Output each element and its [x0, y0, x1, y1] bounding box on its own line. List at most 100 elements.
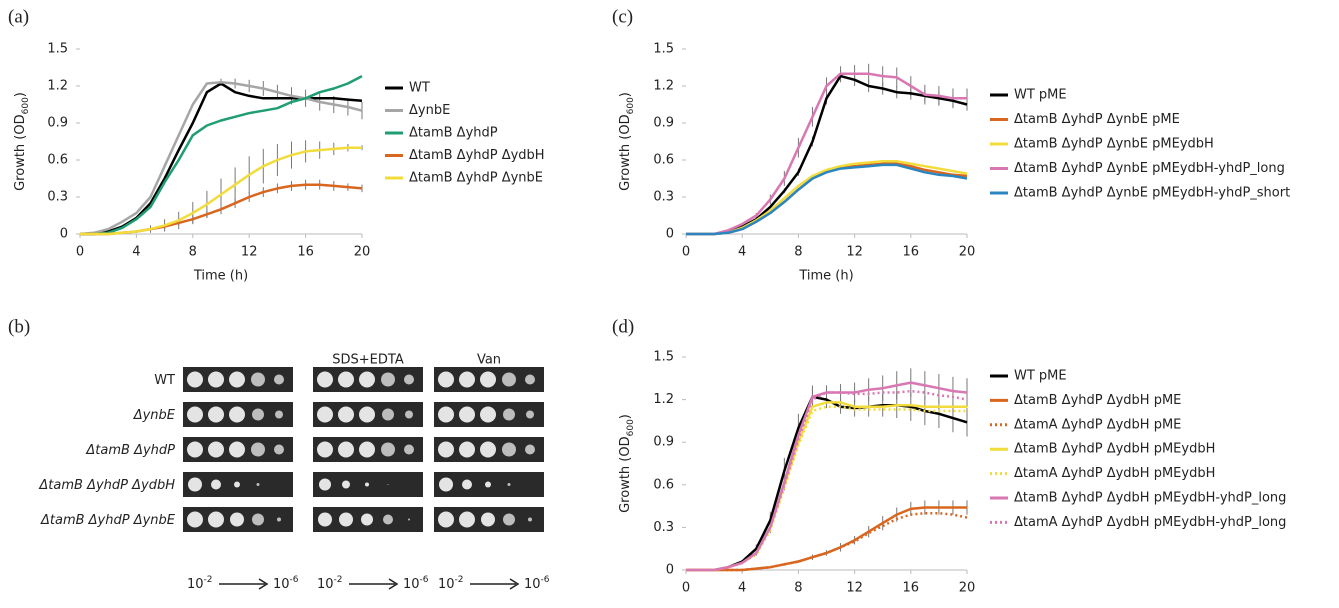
series-line	[686, 506, 967, 572]
colony-spot	[338, 441, 354, 458]
y-tick-label: 0.3	[47, 190, 68, 205]
colony-spot	[251, 372, 265, 387]
colony-spot	[382, 408, 394, 421]
dilution-label: 10-6	[273, 575, 299, 592]
colony-spot	[319, 478, 331, 491]
dilution-exponent: -6	[420, 575, 429, 585]
x-tick-label: 12	[846, 245, 863, 260]
colony-spot	[275, 410, 283, 419]
x-tick-label: 20	[959, 245, 976, 260]
series-line	[686, 511, 968, 572]
y-tick-label: 0.9	[653, 435, 674, 450]
dilution-arrowhead	[258, 578, 269, 590]
colony-spot	[480, 441, 496, 458]
legend-label: ΔtamB ΔyhdP ΔynbE pME	[1014, 112, 1180, 127]
colony-spot	[317, 441, 333, 458]
dilution-base: 10	[403, 577, 420, 592]
y-tick-label: 1.2	[653, 79, 674, 94]
legend-label: ΔtamA ΔyhdP ΔydbH pME	[1014, 417, 1181, 432]
x-tick-label: 8	[189, 245, 197, 260]
x-tick-label: 16	[297, 245, 314, 260]
colony-spot	[187, 371, 203, 388]
colony-spot	[404, 374, 414, 385]
legend-label: WT pME	[1014, 369, 1067, 384]
x-tick-label: 0	[682, 581, 690, 596]
legend-label: ΔtamB ΔyhdP ΔynbE	[409, 171, 543, 186]
y-axis-label-part: )	[618, 414, 633, 419]
series-line	[686, 401, 967, 572]
series-line	[686, 381, 968, 572]
dilution-base: 10	[273, 577, 290, 592]
strain-label: ΔtamB ΔyhdP	[85, 443, 175, 458]
colony-spot	[525, 444, 535, 455]
colony-spot	[408, 518, 410, 521]
y-tick-label: 0.6	[47, 153, 68, 168]
y-axis-label-part: )	[618, 92, 633, 97]
colony-spot	[481, 512, 495, 527]
legend-label: ΔtamB ΔyhdP	[409, 126, 498, 141]
y-tick-label: 1.5	[47, 42, 68, 57]
dilution-base: 10	[438, 577, 455, 592]
colony-spot	[387, 484, 389, 485]
y-tick-label: 0.3	[653, 520, 674, 535]
x-tick-label: 20	[354, 245, 371, 260]
colony-spot	[507, 483, 511, 486]
colony-spot	[459, 441, 475, 458]
legend-label: ΔtamB ΔyhdP ΔydbH pME	[1014, 393, 1181, 408]
colony-spot	[339, 512, 353, 527]
colony-spot	[208, 511, 224, 528]
legend-label: ΔtamA ΔyhdP ΔydbH pMEydbH	[1014, 466, 1215, 481]
colony-spot	[318, 512, 332, 527]
colony-spot	[274, 374, 284, 385]
x-tick-label: 8	[794, 245, 802, 260]
colony-spot	[229, 441, 245, 458]
y-axis-label-part: Growth (OD	[618, 436, 633, 513]
y-tick-label: 1.2	[47, 79, 68, 94]
y-tick-label: 0.6	[653, 477, 674, 492]
colony-spot	[211, 479, 221, 490]
x-tick-label: 16	[903, 581, 920, 596]
colony-spot	[502, 442, 516, 457]
colony-spot	[480, 371, 496, 388]
legend-label: ΔtamB ΔyhdP ΔydbH pMEydbH-yhdP_long	[1014, 491, 1286, 506]
colony-spot	[459, 511, 475, 528]
colony-spot	[526, 410, 534, 419]
dilution-exponent: -2	[334, 575, 343, 585]
colony-spot	[252, 513, 264, 526]
x-tick-label: 4	[132, 245, 140, 260]
colony-spot	[274, 444, 284, 455]
x-tick-label: 8	[794, 581, 802, 596]
colony-spot	[405, 410, 413, 419]
legend-label: ΔtamB ΔyhdP ΔydbH	[409, 148, 545, 163]
dilution-exponent: -6	[541, 575, 550, 585]
colony-spot	[187, 406, 203, 423]
colony-spot	[459, 406, 475, 423]
dilution-exponent: -2	[455, 575, 464, 585]
dilution-base: 10	[317, 577, 334, 592]
colony-spot	[525, 374, 535, 385]
legend-label: ΔtamB ΔyhdP ΔydbH pMEydbH	[1014, 442, 1215, 457]
dilution-label: 10-2	[187, 575, 213, 592]
colony-spot	[383, 514, 393, 525]
series-line	[686, 163, 968, 236]
x-tick-label: 0	[682, 245, 690, 260]
condition-header: SDS+EDTA	[332, 353, 404, 368]
dilution-base: 10	[187, 577, 204, 592]
colony-spot	[317, 406, 333, 423]
colony-spot	[187, 511, 203, 528]
y-tick-label: 1.2	[653, 392, 674, 407]
strain-label: ΔtamB ΔyhdP ΔynbE	[40, 513, 176, 528]
series-line	[79, 81, 363, 236]
y-tick-label: 0.6	[653, 153, 674, 168]
colony-spot	[438, 371, 454, 388]
x-tick-label: 0	[76, 245, 84, 260]
y-axis-label-part: 600	[21, 97, 31, 114]
colony-spot	[365, 482, 369, 487]
strain-label: WT	[154, 373, 175, 388]
colony-spot	[438, 406, 454, 423]
y-tick-label: 0.9	[47, 116, 68, 131]
y-tick-label: 0	[60, 227, 68, 242]
dilution-exponent: -2	[204, 575, 213, 585]
y-axis-label-part: Growth (OD	[13, 114, 28, 191]
colony-spot	[462, 479, 472, 490]
